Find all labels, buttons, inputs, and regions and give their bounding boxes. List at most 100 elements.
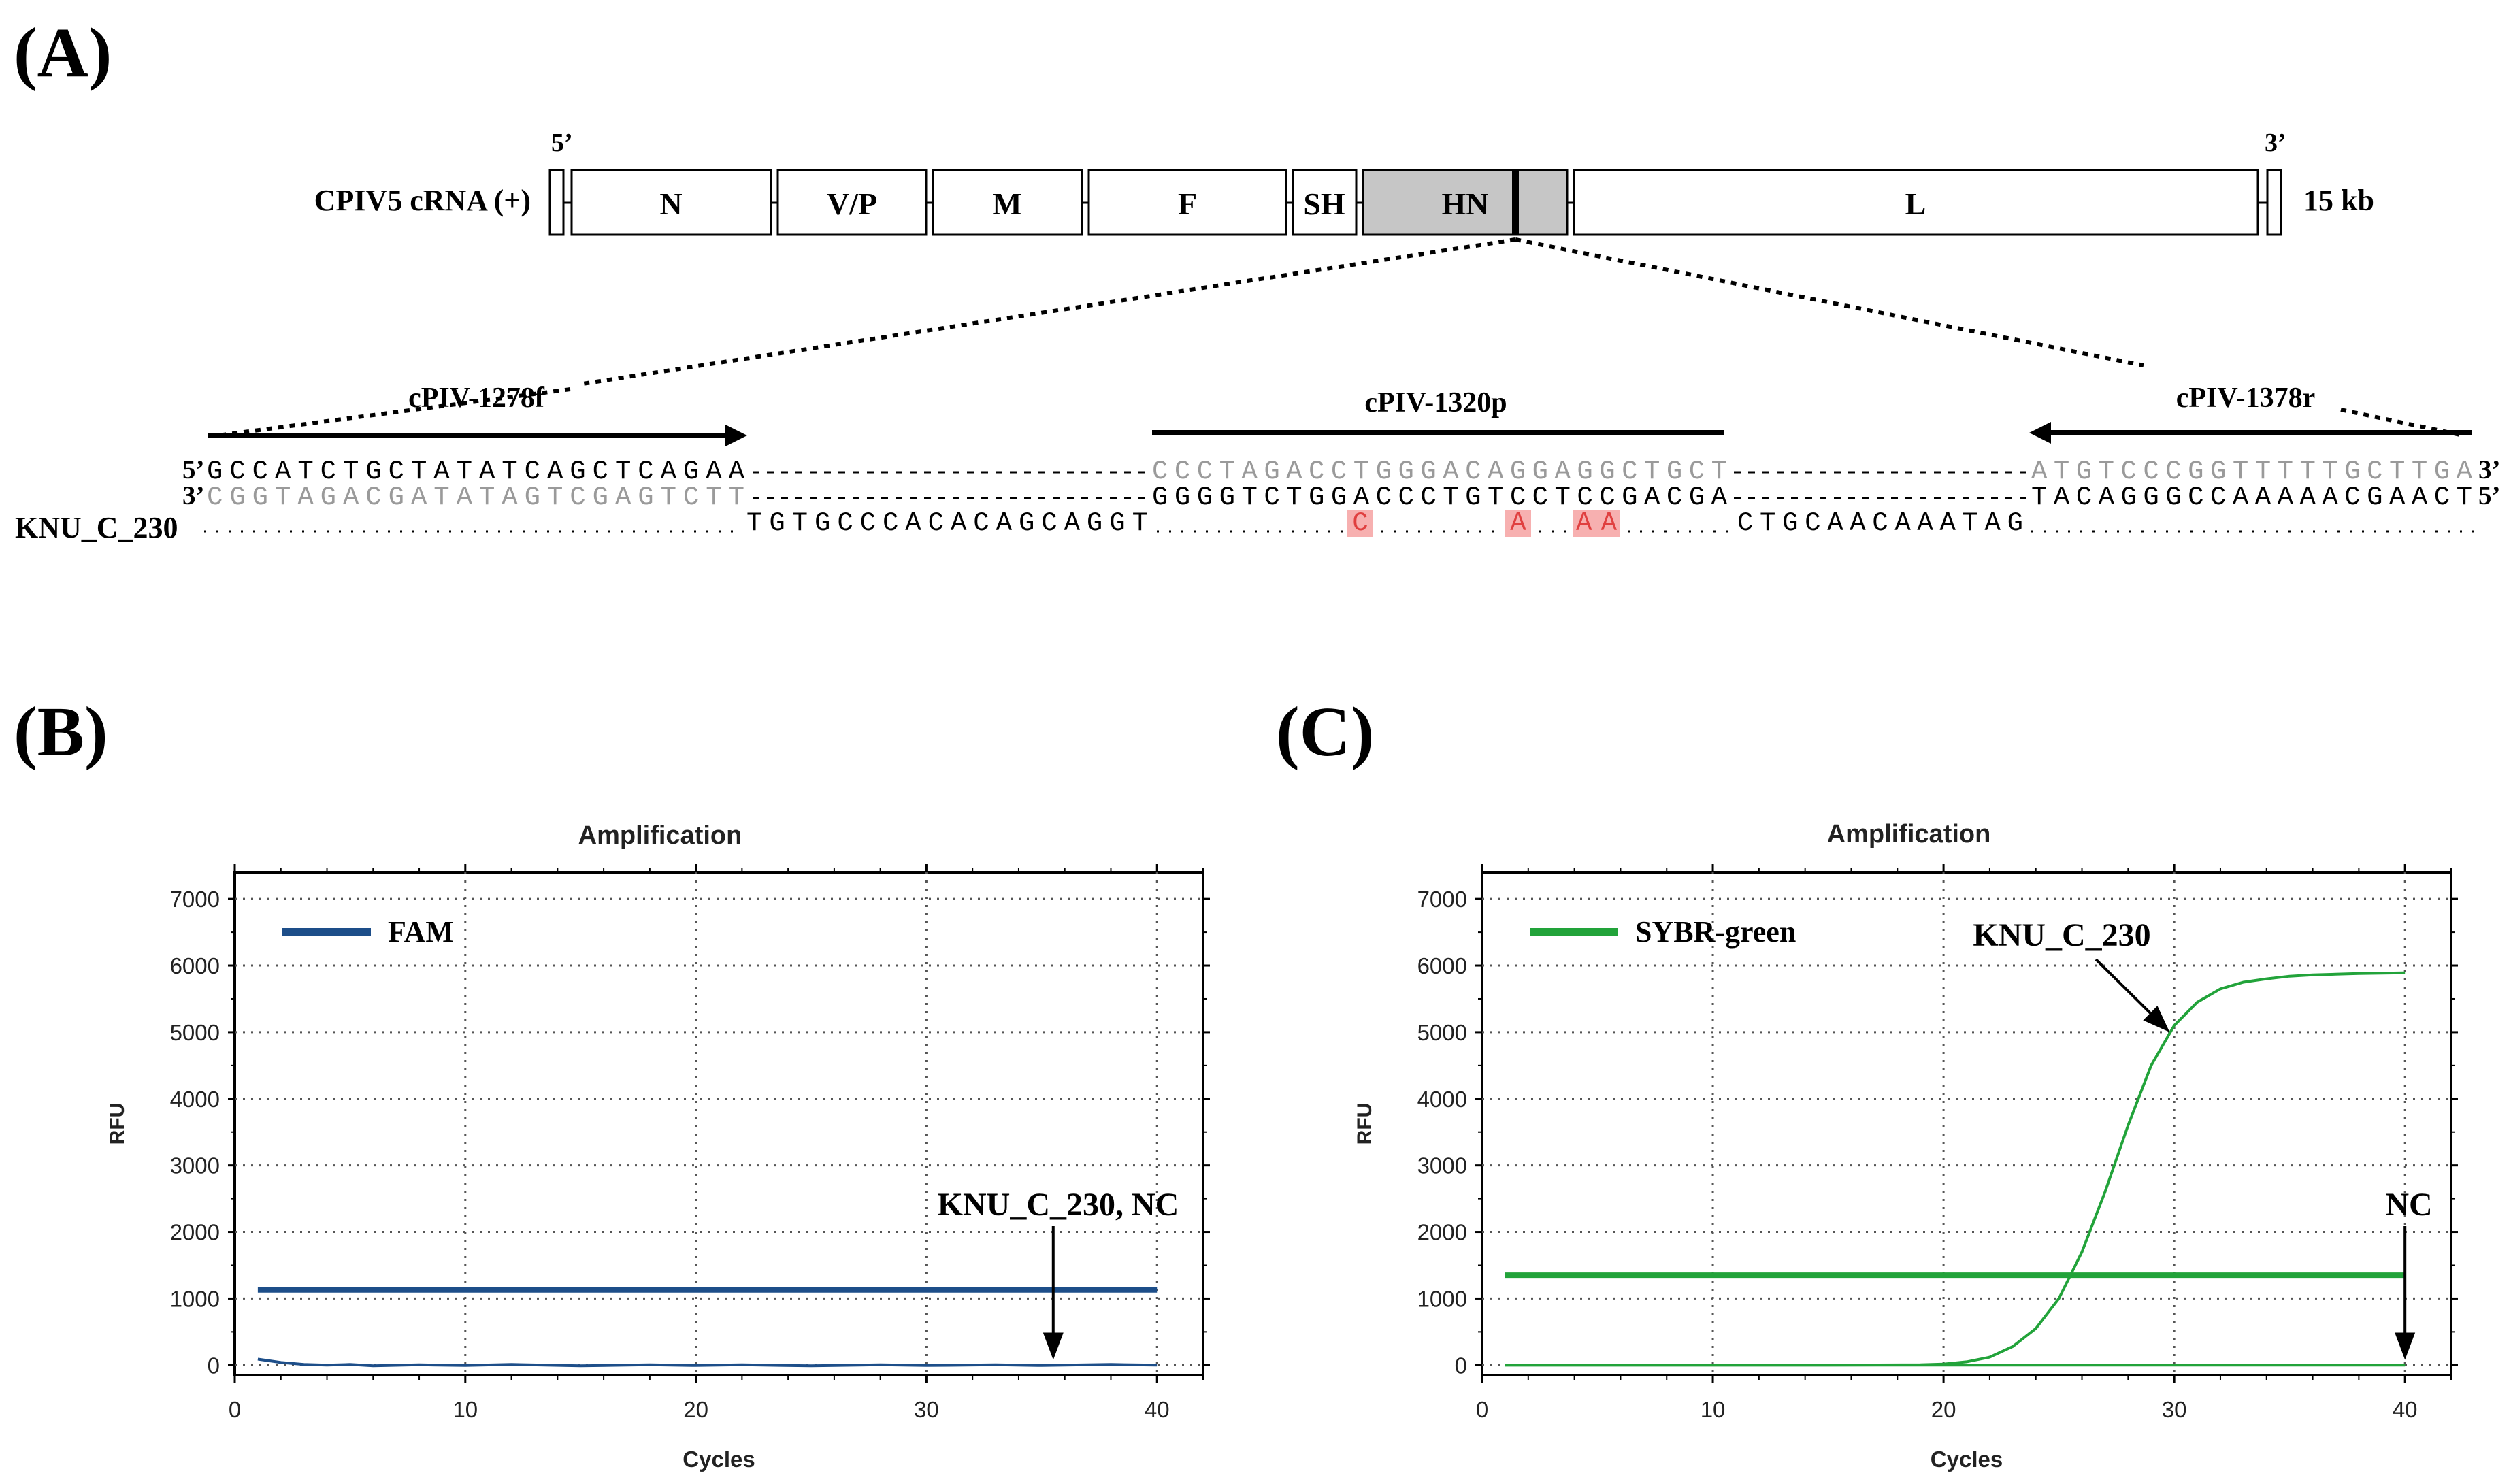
zoom-line-left-end	[217, 387, 571, 438]
primer-reverse-arrow	[2029, 422, 2472, 444]
annotation-arrow-fam-head	[1043, 1332, 1064, 1360]
gene-box-n	[570, 169, 772, 236]
x-tick-label: 20	[1931, 1397, 1956, 1422]
annotation-sybr-nc: NC	[2385, 1187, 2432, 1223]
y-tick-label: 1000	[1417, 1286, 1467, 1311]
annotation-sybr-sample: KNU_C_230	[1973, 917, 2150, 953]
panel-label-b: (B)	[14, 693, 108, 771]
y-tick-label: 3000	[170, 1153, 220, 1178]
y-tick-label: 4000	[170, 1087, 220, 1112]
y-tick-label: 0	[208, 1353, 220, 1378]
zoom-lines	[217, 237, 2464, 438]
genome-label: CPIV5 cRNA (+)	[314, 184, 531, 217]
x-tick-label: 10	[453, 1397, 478, 1422]
x-tick-label: 30	[2162, 1397, 2187, 1422]
mismatch-base-1: C	[1352, 508, 1368, 538]
amplification-chart-sybr: Amplification 0 1000 2000 3000 4000 5000 6000 70…	[1353, 820, 2458, 1472]
genome-3prime-label: 3’	[2265, 129, 2286, 157]
y-tick-label: 6000	[170, 953, 220, 978]
y-tick-label: 0	[1455, 1353, 1467, 1378]
y-tick-label: 7000	[1417, 887, 1467, 912]
genome-map	[548, 169, 2282, 236]
gene-label-sh: SH	[1303, 186, 1345, 221]
y-tick-label: 5000	[170, 1020, 220, 1045]
annotation-arrow-sample-shaft	[2095, 958, 2152, 1015]
bottom-strand-reverse-site: TACAGGGCCAAAAACGAACT	[2031, 482, 2472, 512]
x-tick-label: 10	[1701, 1397, 1726, 1422]
x-tick-label: 30	[914, 1397, 939, 1422]
x-tick-label: 20	[683, 1397, 708, 1422]
x-tick-label: 40	[1145, 1397, 1170, 1422]
y-tick-label: 3000	[1417, 1153, 1467, 1178]
panel-label-a: (A)	[14, 14, 112, 92]
y-tick-label: 2000	[170, 1220, 220, 1245]
sample-seq-forward-site: CTGCAACAAATAG	[1737, 508, 2023, 538]
gene-label-m: M	[992, 186, 1021, 221]
primer-reverse-label: cPIV-1378r	[2176, 382, 2315, 414]
top-strand-probe-site: CCCTAGACCTGGGACAGGAGGCTGCT	[1152, 457, 1727, 487]
y-tick-label: 2000	[1417, 1220, 1467, 1245]
gene-box-hn	[1362, 169, 1569, 236]
top-strand-reverse-site: ATGTCCCGGTTTTTGCTTGA	[2031, 457, 2473, 487]
amplification-chart-fam: Amplification 0 1000 2000 3000 4000 5000 6000 70…	[106, 821, 1210, 1472]
genome-5prime-label: 5’	[551, 129, 573, 157]
sequence-alignment: 5’ GCCATCTGCTATATCAGCTCAGAA CCCTAGACCTGG…	[15, 455, 2501, 544]
annotation-fam-samples: KNU_C_230, NC	[938, 1187, 1179, 1223]
y-axis-label: RFU	[106, 1103, 129, 1145]
x-tick-label: 0	[1476, 1397, 1488, 1422]
primer-forward-label: cPIV-1278f	[408, 382, 545, 414]
y-axis-label: RFU	[1353, 1103, 1376, 1145]
gene-label-vp: V/P	[827, 186, 877, 221]
series-curve-0	[1505, 971, 2406, 1367]
annotation-arrow-fam	[1043, 1226, 1064, 1360]
mismatch-highlight-3	[1573, 510, 1620, 537]
y-tick-label: 7000	[170, 887, 220, 912]
gene-label-l: L	[1905, 186, 1926, 221]
annotation-arrow-sample	[2095, 958, 2170, 1032]
bottom-strand-3prime: 3’	[182, 481, 205, 510]
y-tick-label: 6000	[1417, 953, 1467, 978]
genome-leader	[548, 169, 565, 236]
chart-title: Amplification	[1827, 820, 1991, 848]
bottom-strand-probe-site: GGGGTCTGGACCCTGTCCTCCGACGA	[1152, 482, 1728, 512]
x-axis-label: Cycles	[683, 1447, 755, 1472]
sample-label: KNU_C_230	[15, 511, 178, 544]
probe-label: cPIV-1320p	[1364, 387, 1507, 418]
legend-label: SYBR-green	[1635, 915, 1796, 949]
sample-seq-reverse-site: TGTGCCCACACAGCAGGT	[746, 508, 1148, 538]
chart-title: Amplification	[578, 821, 742, 850]
annotation-arrow-nc	[2395, 1226, 2416, 1360]
zoom-line-left	[578, 237, 1516, 386]
zoom-line-right	[1515, 237, 2144, 367]
series-curve-0	[257, 1357, 1158, 1368]
top-strand-3prime: 3’	[2478, 455, 2501, 484]
mismatch-highlight-2	[1505, 510, 1531, 537]
gene-box-vp	[776, 169, 928, 236]
y-tick-label: 5000	[1417, 1020, 1467, 1045]
genome-trailer	[2266, 169, 2282, 236]
gene-box-f	[1087, 169, 1287, 236]
x-tick-label: 0	[229, 1397, 241, 1422]
top-strand-5prime: 5’	[182, 455, 205, 484]
x-tick-label: 40	[2393, 1397, 2418, 1422]
plot-frame	[233, 871, 1204, 1376]
annotation-arrow-nc-head	[2395, 1332, 2416, 1360]
mismatch-base-2: A	[1510, 508, 1526, 538]
annotation-arrow-sample-head	[2143, 1006, 2170, 1032]
plot-frame	[1481, 871, 2452, 1376]
bottom-strand-5prime: 5’	[2478, 481, 2501, 510]
genome-size-label: 15 kb	[2303, 184, 2374, 217]
x-axis-label: Cycles	[1931, 1447, 2003, 1472]
primer-forward-arrow	[208, 425, 747, 446]
panel-label-c: (C)	[1276, 693, 1374, 771]
legend-label: FAM	[388, 915, 454, 949]
gene-box-m	[932, 169, 1083, 236]
gene-label-f: F	[1178, 186, 1197, 221]
mismatch-highlight-1	[1347, 510, 1373, 537]
gene-label-hn: HN	[1442, 186, 1489, 221]
y-tick-label: 4000	[1417, 1087, 1467, 1112]
y-tick-label: 1000	[170, 1286, 220, 1311]
gene-box-sh	[1292, 169, 1358, 236]
bottom-strand-forward-site: CGGTAGACGATATAGTCGAGTCTT	[207, 482, 744, 512]
